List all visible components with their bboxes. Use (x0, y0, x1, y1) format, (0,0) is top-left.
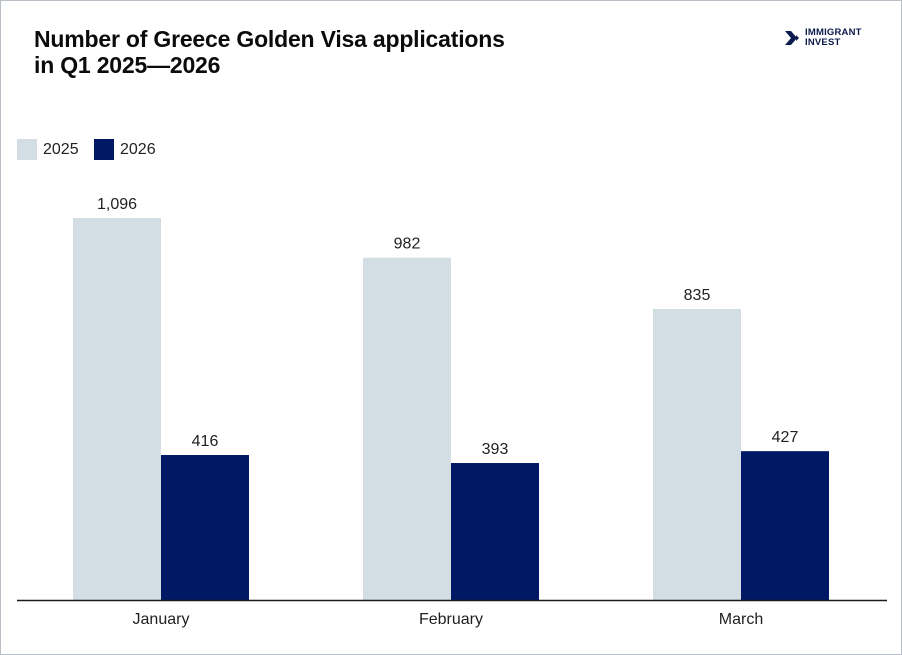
legend-swatch-2025 (17, 139, 37, 160)
bar-value-label-january-2026: 416 (192, 433, 219, 450)
x-tick-label-february: February (419, 611, 483, 628)
brand-mark-icon (785, 31, 799, 45)
chart-title: Number of Greece Golden Visa application… (34, 26, 594, 78)
bar-value-label-february-2026: 393 (482, 441, 509, 458)
bar-value-label-march-2026: 427 (772, 429, 799, 446)
brand-logo: IMMIGRANT INVEST (785, 28, 885, 50)
brand-wordmark: IMMIGRANT INVEST (805, 28, 862, 47)
legend-label-2025: 2025 (43, 141, 79, 158)
bar-january-2026 (161, 455, 249, 600)
x-tick-label-january: January (133, 611, 190, 628)
bar-value-label-january-2025: 1,096 (97, 196, 137, 213)
bar-march-2025 (653, 308, 741, 600)
bar-february-2026 (451, 463, 539, 600)
chart-title-line-1: Number of Greece Golden Visa application… (34, 26, 505, 52)
bar-value-label-march-2025: 835 (684, 287, 711, 304)
bar-march-2026 (741, 451, 829, 600)
bar-value-label-february-2025: 982 (394, 236, 421, 253)
x-tick-label-march: March (719, 611, 763, 628)
bar-february-2025 (363, 257, 451, 600)
legend-swatch-2026 (94, 139, 114, 160)
brand-line-2: INVEST (805, 36, 841, 48)
brand-line-1: IMMIGRANT (805, 27, 862, 38)
bar-january-2025 (73, 218, 161, 600)
chart-title-line-2: in Q1 2025—2026 (34, 52, 221, 78)
legend-label-2026: 2026 (120, 141, 156, 158)
